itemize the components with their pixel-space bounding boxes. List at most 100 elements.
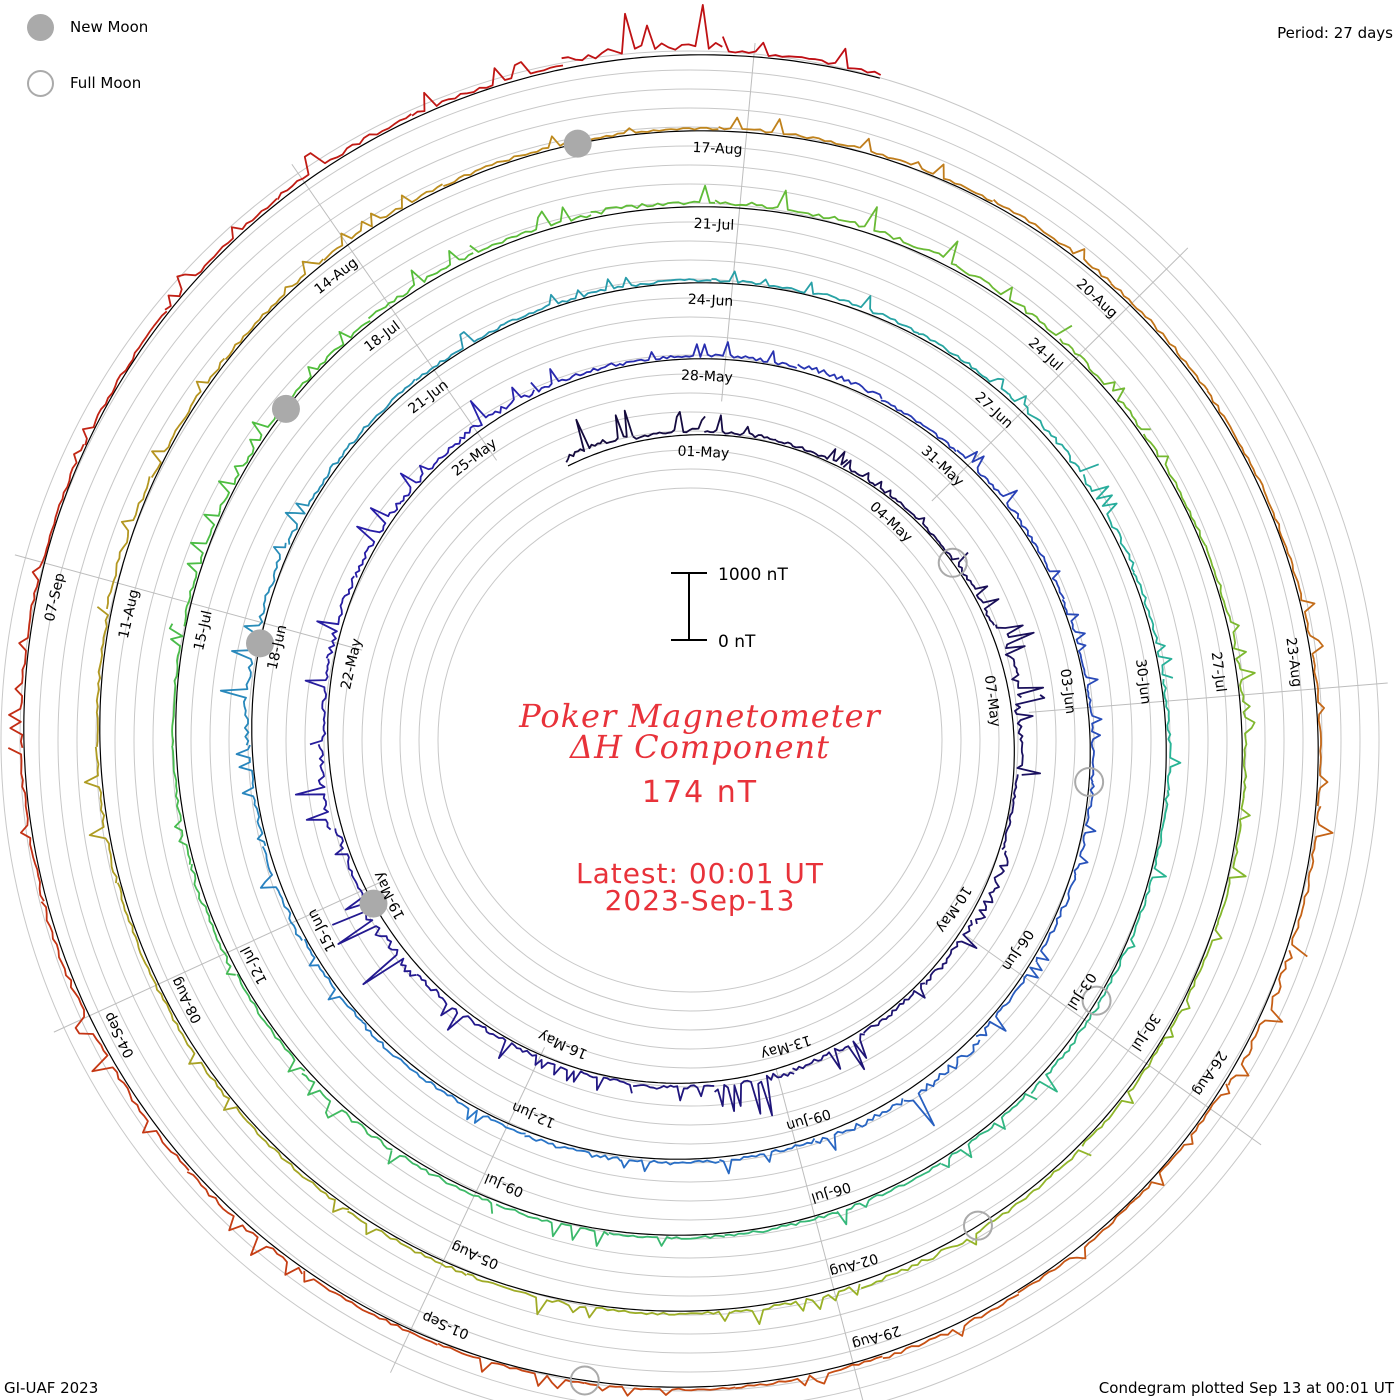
full-moon-icon [937,547,968,578]
new-moon-icon [27,14,54,41]
trace-day-segment [704,414,777,441]
trace-day-segment [561,4,723,62]
full-moon-icon [962,1210,993,1241]
trace-day-segment [956,449,1020,519]
trace-day-segment [171,745,192,865]
trace-day-segment [565,409,634,463]
guide-ring [19,69,1361,1400]
trace-day-segment [1018,517,1065,600]
chart-title: Poker Magnetometer [519,697,881,735]
trace-day-segment [1098,899,1147,1003]
trace-day-segment [301,1072,393,1151]
trace-day-segment [553,1063,633,1094]
date-label: 21-Jul [693,216,734,234]
trace-day-segment [1274,518,1324,660]
trace-day-segment [1216,798,1251,926]
trace-day-segment [735,1355,883,1390]
trace-day-segment [633,1084,715,1102]
date-label: 20-Aug [1073,276,1121,322]
trace-day-segment [711,270,819,295]
trace-day-segment [437,1342,585,1390]
trace-day-segment [354,502,402,578]
trace-day-segment [992,198,1112,284]
radial-spoke [775,1068,864,1400]
trace-day-segment [975,850,1009,925]
trace-day-segment [316,575,355,659]
trace-day-segment [842,459,906,508]
trace-day-segment [91,1044,190,1172]
date-label: 04-Sep [101,1009,138,1060]
trace-day-segment [459,386,535,440]
trace-day-segment [925,919,978,985]
guide-ring [437,487,943,993]
trace-day-segment [719,1138,816,1175]
radial-spoke [390,1047,545,1373]
new-moon-icon [359,889,388,918]
trace-day-segment [168,1008,248,1122]
trace-day-segment [466,1273,598,1319]
trace-day-segment [415,323,506,382]
trace-day-segment [303,938,363,1023]
trace-day-segment [443,135,578,187]
trace-day-segment [284,454,344,545]
trace-day-segment [83,746,118,884]
trace-day-segment [224,258,324,361]
trace-day-segment [1073,781,1097,876]
date-label: 04-May [866,499,915,546]
trace-day-segment [838,206,959,267]
trace-day-segment [190,863,236,976]
trace-day-segment [164,197,278,311]
baseline-spiral [23,54,1319,1388]
trace-day-segment [903,1039,981,1127]
trace-day-segment [246,1120,350,1213]
guide-ring [57,107,1323,1373]
trace-day-segment [495,1203,610,1247]
date-label: 31-May [918,443,967,490]
date-label: 08-Aug [168,974,205,1026]
trace-day-segment [236,973,306,1073]
chart-component: ΔH Component [569,728,831,766]
trace-day-segment [797,363,883,400]
trace-day-segment [957,551,1000,626]
date-label: 29-Aug [850,1322,902,1352]
guide-ring [0,50,1380,1400]
trace-day-segment [1162,679,1182,791]
trace-day-segment [150,357,226,478]
date-label: 24-Jul [1025,335,1066,374]
trace-day-segment [577,126,719,143]
date-label: 09-Jun [784,1105,832,1134]
date-label: 11-Aug [116,588,143,640]
trace-day-segment [361,1021,438,1090]
trace-day-segment [481,1025,555,1069]
trace-day-segment [814,1098,904,1151]
guide-ring [304,354,1076,1126]
trace-day-segment [994,624,1045,699]
trace-day-segment [1227,950,1293,1086]
trace-day-segment [721,36,882,76]
trace-day-segment [1239,668,1256,799]
trace-day-segment [331,909,417,986]
credit-label: GI-UAF 2023 [4,1379,99,1397]
trace-day-segment [632,411,706,440]
trace-day-segment [276,113,412,200]
date-label: 24-Jun [687,292,733,310]
spiral-baselines [23,54,1319,1388]
guide-ring [361,411,1019,1069]
trace-day-segment [1001,774,1019,851]
trace-day-segment [707,341,798,369]
radial-spoke [1028,682,1388,713]
trace-day-segment [817,292,919,334]
moon-phase-markers [245,129,1112,1396]
new-moon-icon [245,629,274,658]
full-moon-icon [1081,985,1112,1016]
trace-day-segment [604,276,712,292]
trace-day-segment [303,1270,438,1346]
trace-day-segment [1059,338,1151,431]
new-moon-icon [271,394,300,423]
trace-day-segment [399,438,462,504]
trace-day-segment [1312,659,1329,807]
trace-day-segment [714,1071,795,1117]
trace-day-segment [882,1293,1020,1359]
trace-day-segment [416,973,483,1031]
